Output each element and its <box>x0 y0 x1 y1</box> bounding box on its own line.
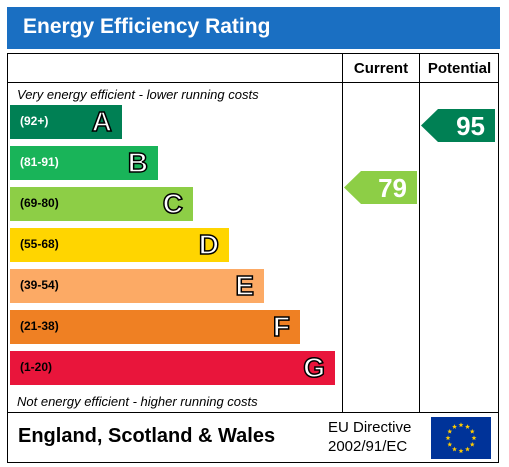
current-rating-arrow: 79 <box>344 171 417 204</box>
band-e: (39-54) E <box>10 269 264 303</box>
band-range-f: (21-38) <box>20 319 59 333</box>
footer-region: England, Scotland & Wales <box>18 425 276 447</box>
potential-rating-value: 95 <box>456 111 485 141</box>
eu-flag-star <box>445 435 451 441</box>
directive-line-1: EU Directive <box>328 419 412 436</box>
column-header-potential: Potential <box>427 60 492 77</box>
band-range-g: (1-20) <box>20 360 53 374</box>
directive-line-2: 2002/91/EC <box>328 438 408 455</box>
band-range-b: (81-91) <box>20 155 59 169</box>
eu-flag-icon <box>431 417 491 459</box>
band-g: (1-20) G <box>10 351 335 385</box>
column-header-current: Current <box>353 60 409 77</box>
header-row-divider <box>7 82 499 83</box>
eu-flag-star <box>465 446 470 452</box>
eu-flag-star <box>447 441 453 447</box>
band-range-d: (55-68) <box>20 237 59 251</box>
band-a: (92+) A <box>10 105 122 139</box>
potential-arrow-shape <box>421 109 495 142</box>
top-note: Very energy efficient - lower running co… <box>17 87 259 102</box>
eu-flag-star <box>465 424 470 429</box>
eu-flag-star <box>458 422 464 428</box>
rating-frame <box>7 53 499 463</box>
band-f: (21-38) F <box>10 310 300 344</box>
eu-flag-star <box>452 424 457 429</box>
band-letter-a: A <box>91 105 113 138</box>
band-letter-d: D <box>198 228 220 261</box>
divider-current <box>342 53 343 412</box>
potential-rating-arrow: 95 <box>421 109 495 142</box>
divider-potential <box>419 53 420 412</box>
band-letter-c: C <box>162 187 184 220</box>
band-range-e: (39-54) <box>20 278 59 292</box>
band-letter-e: E <box>235 269 255 302</box>
eu-flag-star <box>471 435 477 441</box>
eu-flag-star <box>469 428 475 434</box>
band-letter-f: F <box>272 310 291 343</box>
band-range-a: (92+) <box>20 114 49 128</box>
band-c: (69-80) C <box>10 187 193 221</box>
footer-divider <box>7 412 499 413</box>
eu-flag-star <box>458 448 464 454</box>
band-b: (81-91) B <box>10 146 158 180</box>
chart-title: Energy Efficiency Rating <box>23 15 271 38</box>
eu-flag-star <box>447 428 453 434</box>
current-rating-value: 79 <box>378 173 407 203</box>
current-arrow-shape <box>344 171 417 204</box>
header-bar: Energy Efficiency Rating <box>7 7 500 49</box>
bottom-note: Not energy efficient - higher running co… <box>17 394 258 409</box>
eu-flag-star <box>452 446 457 452</box>
band-d: (55-68) D <box>10 228 229 262</box>
band-letter-b: B <box>127 146 149 179</box>
band-range-c: (69-80) <box>20 196 59 210</box>
band-letter-g: G <box>302 351 325 384</box>
eu-flag-star <box>469 441 475 447</box>
